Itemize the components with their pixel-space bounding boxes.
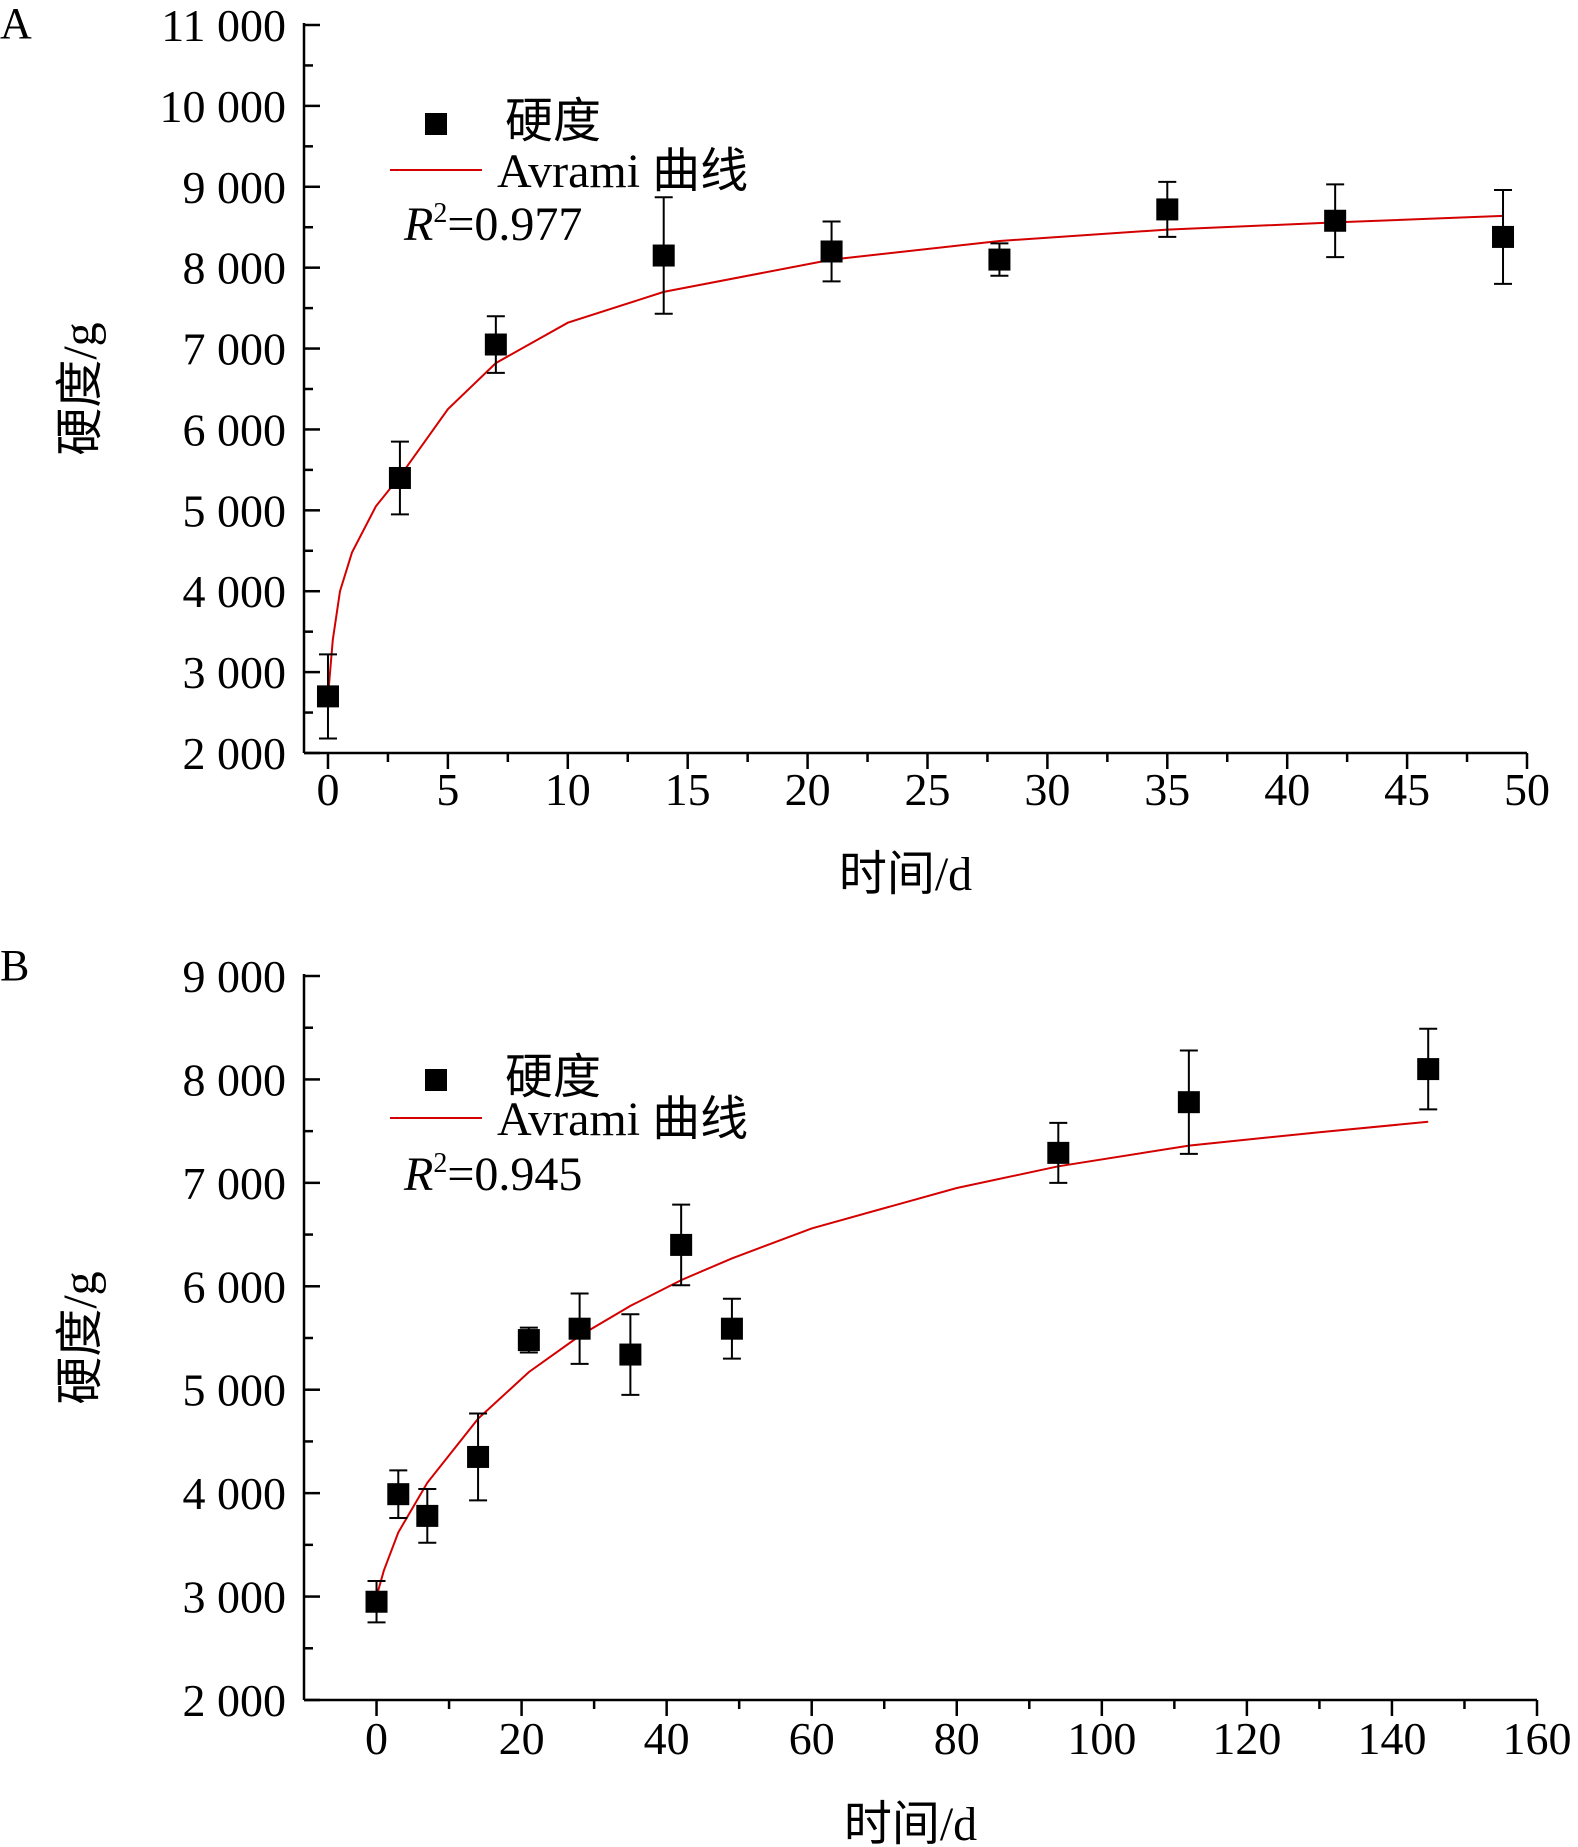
x-tick-label: 40 xyxy=(644,1713,690,1764)
y-axis-title: 硬度/g xyxy=(54,1271,107,1404)
data-point xyxy=(820,240,843,263)
x-tick-label: 140 xyxy=(1357,1713,1426,1764)
x-tick-label: 20 xyxy=(499,1713,545,1764)
data-point xyxy=(1156,198,1179,221)
y-tick-label: 4 000 xyxy=(183,566,287,617)
r-squared-exponent: 2 xyxy=(433,1148,447,1179)
data-point xyxy=(1324,209,1347,232)
x-tick-label: 50 xyxy=(1504,764,1550,815)
x-axis-title: 时间/d xyxy=(839,848,972,901)
r-squared-exponent: 2 xyxy=(433,198,447,229)
data-point xyxy=(1047,1141,1070,1164)
y-tick-label: 2 000 xyxy=(183,728,287,779)
data-point xyxy=(652,244,675,267)
y-tick-label: 7 000 xyxy=(183,324,287,375)
data-point xyxy=(517,1329,540,1352)
x-tick-label: 20 xyxy=(785,764,831,815)
y-tick-label: 5 000 xyxy=(183,1365,287,1416)
y-tick-label: 6 000 xyxy=(183,1261,287,1312)
data-point xyxy=(484,333,507,356)
data-point xyxy=(988,248,1011,271)
r-squared-annotation: R2=0.945 xyxy=(403,1148,582,1201)
y-tick-label: 10 000 xyxy=(160,81,287,132)
legend-label: 硬度 xyxy=(505,1051,601,1104)
data-point xyxy=(720,1317,743,1340)
x-tick-label: 0 xyxy=(316,764,339,815)
x-tick-label: 10 xyxy=(545,764,591,815)
data-point xyxy=(387,1483,410,1506)
x-axis-title: 时间/d xyxy=(844,1798,977,1847)
panel-label: B xyxy=(0,941,29,990)
legend-label: Avrami 曲线 xyxy=(497,145,748,198)
x-tick-label: 30 xyxy=(1024,764,1070,815)
x-tick-label: 25 xyxy=(904,764,950,815)
y-tick-label: 11 000 xyxy=(161,0,286,51)
x-tick-label: 120 xyxy=(1212,1713,1281,1764)
data-point xyxy=(316,685,339,708)
y-tick-label: 8 000 xyxy=(183,243,287,294)
y-tick-label: 8 000 xyxy=(183,1054,287,1105)
y-tick-label: 7 000 xyxy=(183,1158,287,1209)
x-tick-label: 45 xyxy=(1384,764,1430,815)
r-squared-symbol: R xyxy=(403,1148,433,1201)
y-tick-label: 2 000 xyxy=(183,1675,287,1726)
x-tick-label: 60 xyxy=(789,1713,835,1764)
y-tick-label: 9 000 xyxy=(183,951,287,1002)
data-point xyxy=(670,1233,693,1256)
x-tick-label: 80 xyxy=(934,1713,980,1764)
legend-marker xyxy=(425,1069,447,1091)
x-tick-label: 160 xyxy=(1503,1713,1572,1764)
x-tick-label: 40 xyxy=(1264,764,1310,815)
y-tick-label: 3 000 xyxy=(183,647,287,698)
r-squared-value: =0.977 xyxy=(447,198,582,251)
legend-marker xyxy=(425,113,447,135)
legend-label: Avrami 曲线 xyxy=(497,1093,748,1146)
x-tick-label: 15 xyxy=(665,764,711,815)
legend-label: 硬度 xyxy=(505,95,601,148)
data-point xyxy=(619,1343,642,1366)
data-point xyxy=(365,1590,388,1613)
r-squared-value: =0.945 xyxy=(447,1148,582,1201)
data-point xyxy=(416,1504,439,1527)
y-axis-title: 硬度/g xyxy=(54,322,107,455)
data-point xyxy=(467,1445,490,1468)
y-tick-label: 6 000 xyxy=(183,404,287,455)
r-squared-annotation: R2=0.977 xyxy=(403,198,582,251)
avrami-fit-line xyxy=(327,214,1504,697)
y-tick-label: 3 000 xyxy=(183,1572,287,1623)
data-point xyxy=(1492,225,1515,248)
y-tick-label: 5 000 xyxy=(183,485,287,536)
x-tick-label: 100 xyxy=(1067,1713,1136,1764)
data-point xyxy=(1417,1058,1440,1081)
y-tick-label: 9 000 xyxy=(183,162,287,213)
avrami-fit-line xyxy=(375,1120,1429,1597)
panel-label: A xyxy=(0,0,32,48)
data-point xyxy=(388,466,411,489)
panel-A: A 2 000 3 000 4 000 5 000 6 000 7 000 8 000 9 00… xyxy=(0,0,1550,901)
data-point xyxy=(568,1317,591,1340)
x-tick-label: 5 xyxy=(436,764,459,815)
r-squared-symbol: R xyxy=(403,198,433,251)
data-point xyxy=(1177,1091,1200,1114)
x-tick-label: 35 xyxy=(1144,764,1190,815)
panel-B: B 2 000 3 000 4 000 5 000 6 000 7 000 8 000 9 00… xyxy=(0,941,1572,1847)
x-tick-label: 0 xyxy=(365,1713,388,1764)
y-tick-label: 4 000 xyxy=(183,1468,287,1519)
